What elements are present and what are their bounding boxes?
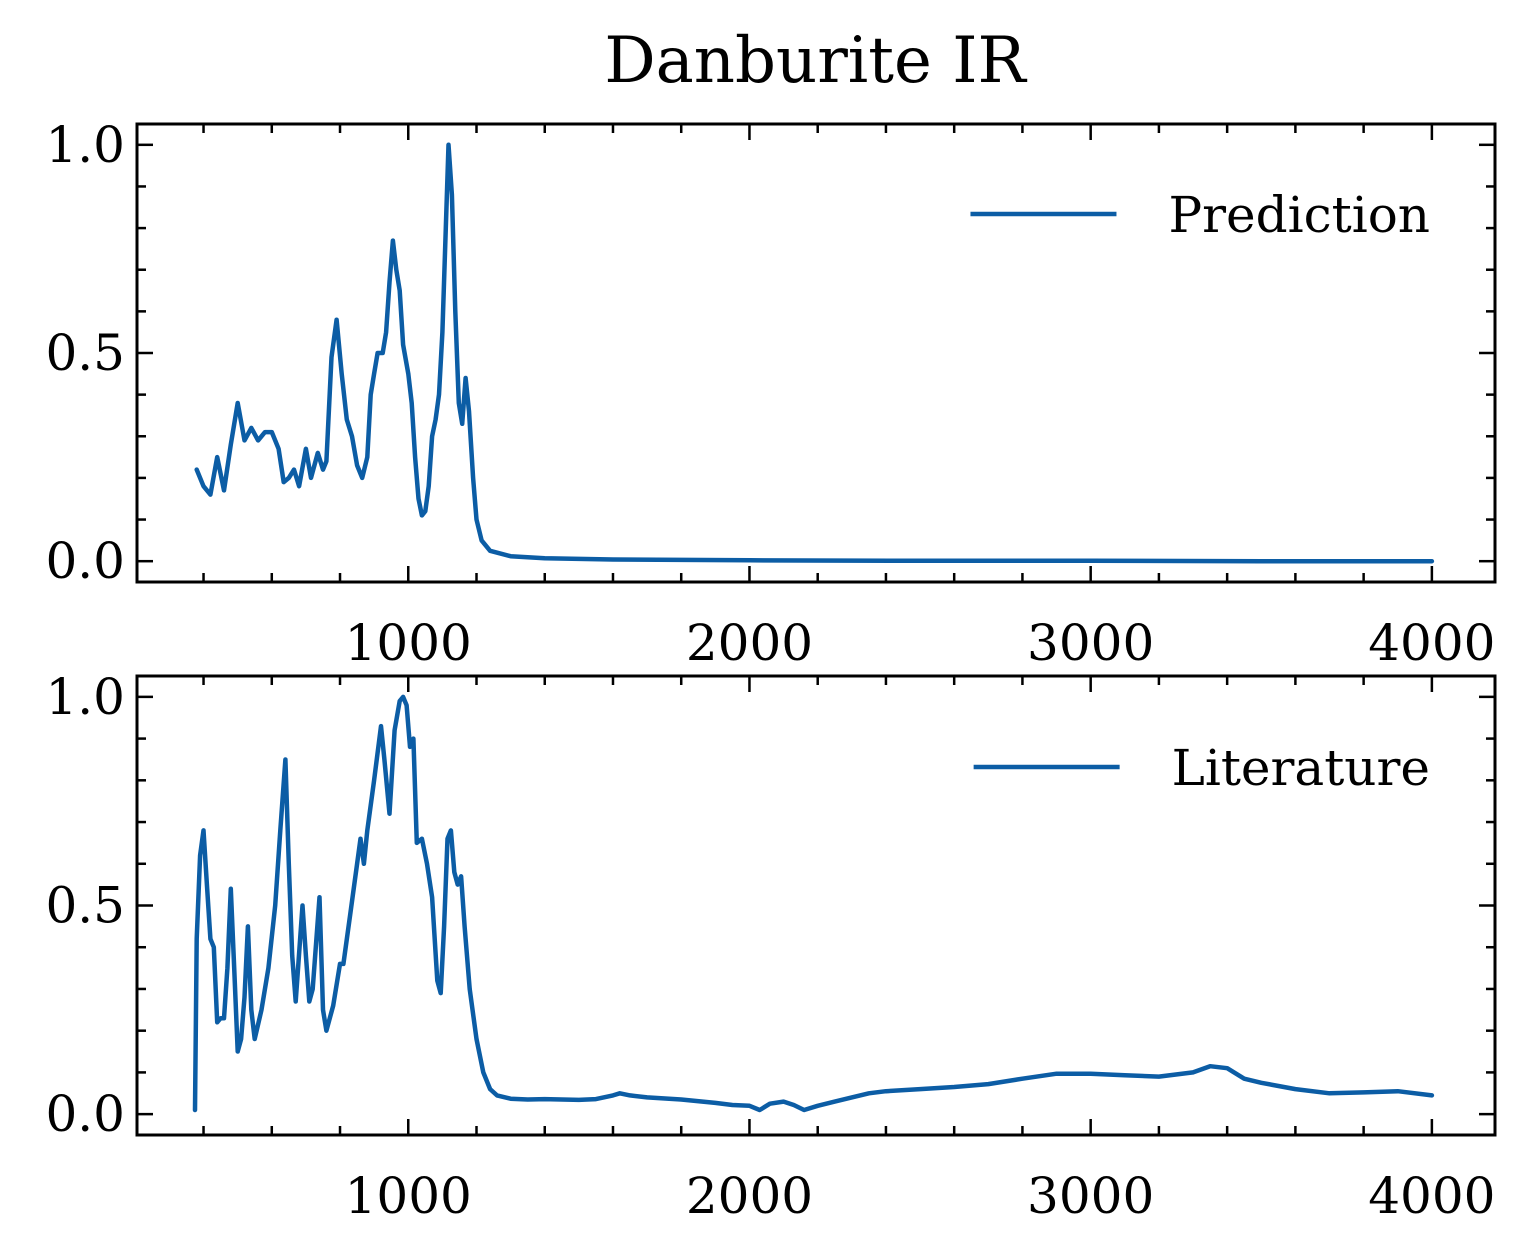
literature-x-tick-label: 4000 — [1368, 1167, 1495, 1225]
literature-x-tick-label: 2000 — [686, 1167, 813, 1225]
literature-legend-label: Literature — [1172, 739, 1430, 797]
literature-x-tick-label: 1000 — [345, 1167, 472, 1225]
literature-tick-labels: 1000 2000 3000 4000 0.0 0.5 1.0 — [45, 668, 1495, 1225]
prediction-legend-label: Prediction — [1168, 186, 1430, 244]
literature-y-tick-label: 0.5 — [45, 877, 125, 935]
prediction-plot-frame — [135, 122, 1497, 584]
prediction-x-tick-label: 4000 — [1368, 614, 1495, 672]
prediction-series-line — [194, 142, 1435, 564]
prediction-legend: Prediction — [970, 186, 1430, 244]
literature-x-tick-label: 3000 — [1027, 1167, 1154, 1225]
prediction-x-tick-label: 1000 — [345, 614, 472, 672]
literature-legend: Literature — [973, 739, 1430, 797]
literature-panel: 1000 2000 3000 4000 0.0 0.5 1.0 Literature — [45, 668, 1497, 1225]
prediction-y-tick-label: 0.5 — [45, 324, 125, 382]
prediction-panel: 1000 2000 3000 4000 0.0 0.5 1.0 Prediction — [45, 116, 1497, 672]
prediction-y-tick-label: 0.0 — [45, 532, 125, 590]
prediction-x-tick-label: 3000 — [1027, 614, 1154, 672]
literature-y-tick-label: 1.0 — [45, 668, 125, 726]
literature-series-line — [192, 694, 1435, 1113]
prediction-x-tick-label: 2000 — [686, 614, 813, 672]
prediction-tick-labels: 1000 2000 3000 4000 0.0 0.5 1.0 — [45, 116, 1495, 672]
literature-plot-frame — [135, 674, 1497, 1137]
chart-title: Danburite IR — [604, 24, 1027, 98]
prediction-y-tick-label: 1.0 — [45, 116, 125, 174]
literature-y-tick-label: 0.0 — [45, 1085, 125, 1143]
